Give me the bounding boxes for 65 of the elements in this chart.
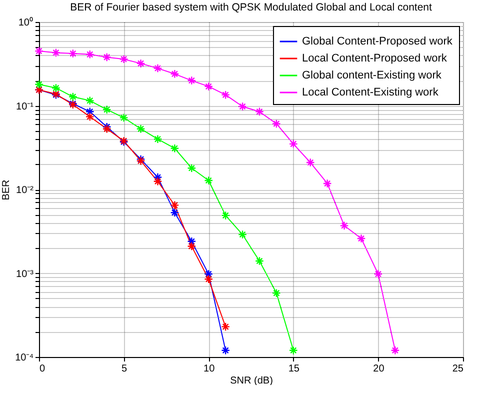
point [322, 179, 332, 188]
point [102, 52, 112, 62]
point [288, 139, 298, 148]
point [68, 92, 78, 102]
x-tick-label: 0 [40, 364, 46, 374]
legend-label: Local Content-Proposed work [302, 52, 448, 64]
point [272, 288, 281, 298]
point [255, 107, 264, 116]
point [221, 346, 230, 355]
x-tick-label: 10 [204, 364, 216, 374]
point [187, 236, 196, 246]
y-tick-label: 10⁻² [16, 185, 34, 196]
point [85, 50, 94, 59]
point [136, 58, 146, 68]
point [153, 64, 162, 73]
point [170, 69, 180, 78]
point [288, 346, 298, 355]
point [102, 105, 112, 114]
point [204, 274, 214, 284]
point [51, 48, 60, 58]
point [136, 124, 146, 134]
point [187, 164, 196, 173]
point [221, 90, 230, 100]
y-tick-label: 10⁻¹ [16, 101, 34, 112]
point [85, 112, 94, 122]
point [272, 119, 281, 128]
point [255, 256, 264, 266]
point [374, 270, 383, 278]
point [119, 54, 128, 64]
chart-title: BER of Fourier based system with QPSK Modulated Global and Local content [70, 2, 432, 14]
y-tick-label: 10⁰ [18, 16, 34, 28]
y-axis-title: BER [1, 180, 12, 200]
point [170, 208, 180, 218]
point [34, 80, 44, 89]
point [85, 107, 94, 116]
point [356, 234, 366, 243]
point [119, 113, 128, 122]
x-tick-label: 15 [288, 364, 300, 374]
point [153, 134, 162, 144]
y-tick-label: 10⁻⁴ [15, 352, 34, 364]
point [187, 242, 196, 251]
y-tick-label: 10⁻³ [16, 268, 34, 280]
point [390, 346, 400, 355]
point [238, 102, 247, 111]
point [170, 144, 180, 153]
legend-label: Global content-Existing work [302, 70, 442, 82]
point [238, 230, 247, 239]
point [204, 82, 214, 91]
point [187, 76, 196, 86]
point [340, 221, 349, 230]
x-tick-label: 5 [122, 364, 128, 374]
point [85, 96, 94, 106]
point [170, 200, 180, 210]
point [221, 322, 230, 332]
point [306, 158, 315, 167]
x-tick-label: 20 [373, 364, 385, 374]
point [153, 176, 162, 186]
point [204, 176, 214, 185]
x-tick-label: 25 [452, 364, 464, 374]
legend-label: Local Content-Existing work [302, 86, 439, 98]
point [51, 84, 60, 92]
point [221, 210, 230, 220]
point [34, 46, 44, 56]
legend-label: Global Content-Proposed work [302, 36, 453, 48]
point [68, 49, 78, 58]
